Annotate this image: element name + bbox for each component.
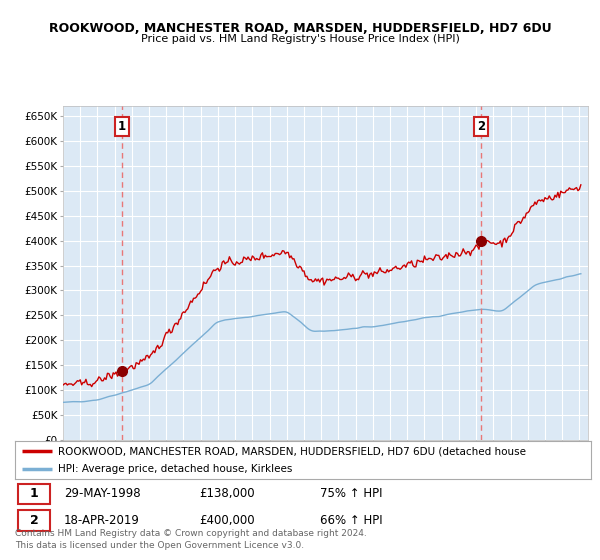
Text: 29-MAY-1998: 29-MAY-1998 [64, 487, 140, 501]
Text: ROOKWOOD, MANCHESTER ROAD, MARSDEN, HUDDERSFIELD, HD7 6DU (detached house: ROOKWOOD, MANCHESTER ROAD, MARSDEN, HUDD… [58, 446, 526, 456]
Text: 2: 2 [29, 514, 38, 528]
Text: 2: 2 [477, 120, 485, 133]
Text: 1: 1 [118, 120, 126, 133]
FancyBboxPatch shape [18, 484, 50, 504]
Text: HPI: Average price, detached house, Kirklees: HPI: Average price, detached house, Kirk… [58, 464, 293, 474]
Text: Price paid vs. HM Land Registry's House Price Index (HPI): Price paid vs. HM Land Registry's House … [140, 34, 460, 44]
Text: £138,000: £138,000 [199, 487, 255, 501]
Text: 66% ↑ HPI: 66% ↑ HPI [320, 514, 383, 528]
Text: 75% ↑ HPI: 75% ↑ HPI [320, 487, 383, 501]
Text: ROOKWOOD, MANCHESTER ROAD, MARSDEN, HUDDERSFIELD, HD7 6DU: ROOKWOOD, MANCHESTER ROAD, MARSDEN, HUDD… [49, 22, 551, 35]
FancyBboxPatch shape [18, 511, 50, 531]
Text: 18-APR-2019: 18-APR-2019 [64, 514, 140, 528]
Text: Contains HM Land Registry data © Crown copyright and database right 2024.
This d: Contains HM Land Registry data © Crown c… [15, 529, 367, 550]
Text: £400,000: £400,000 [199, 514, 255, 528]
Text: 1: 1 [29, 487, 38, 501]
